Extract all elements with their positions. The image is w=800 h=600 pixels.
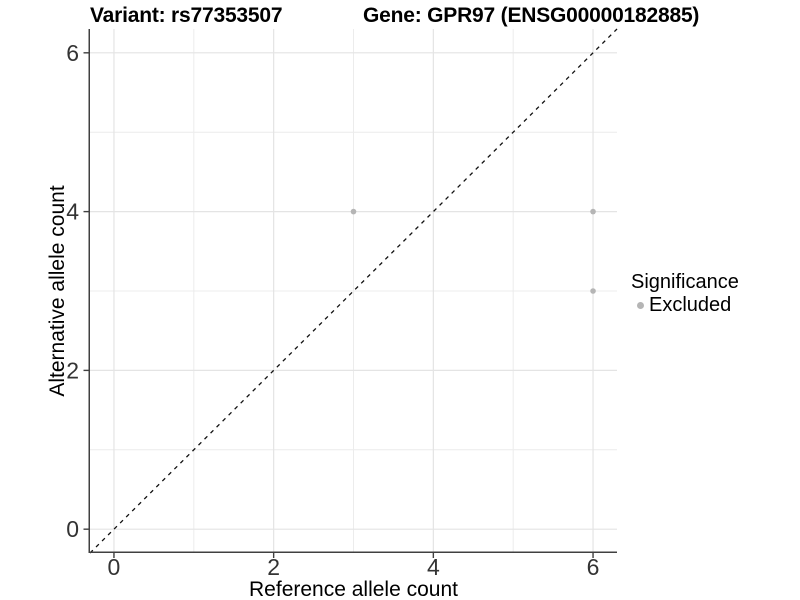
legend-item-label: Excluded (649, 294, 732, 316)
legend-item-excluded: Excluded (631, 294, 739, 316)
data-point (590, 288, 596, 294)
x-tick-label: 4 (427, 554, 440, 580)
data-point (350, 208, 357, 215)
y-tick-label: 4 (66, 199, 79, 225)
y-tick-label: 6 (66, 40, 79, 66)
legend-title: Significance (631, 271, 739, 293)
legend: Significance Excluded (631, 271, 739, 316)
x-tick-label: 2 (267, 554, 280, 580)
x-tick-label: 6 (587, 554, 600, 580)
plot-title-variant: Variant: rs77353507 (90, 4, 283, 27)
y-axis-title: Alternative allele count (46, 185, 69, 396)
data-point (590, 208, 596, 215)
y-tick-label: 2 (66, 357, 79, 383)
x-axis-title: Reference allele count (249, 578, 458, 600)
y-tick-label: 0 (66, 516, 79, 542)
plot-title-gene: Gene: GPR97 (ENSG00000182885) (363, 4, 700, 27)
x-tick-label: 0 (108, 554, 121, 580)
excluded-point-icon (637, 301, 644, 309)
